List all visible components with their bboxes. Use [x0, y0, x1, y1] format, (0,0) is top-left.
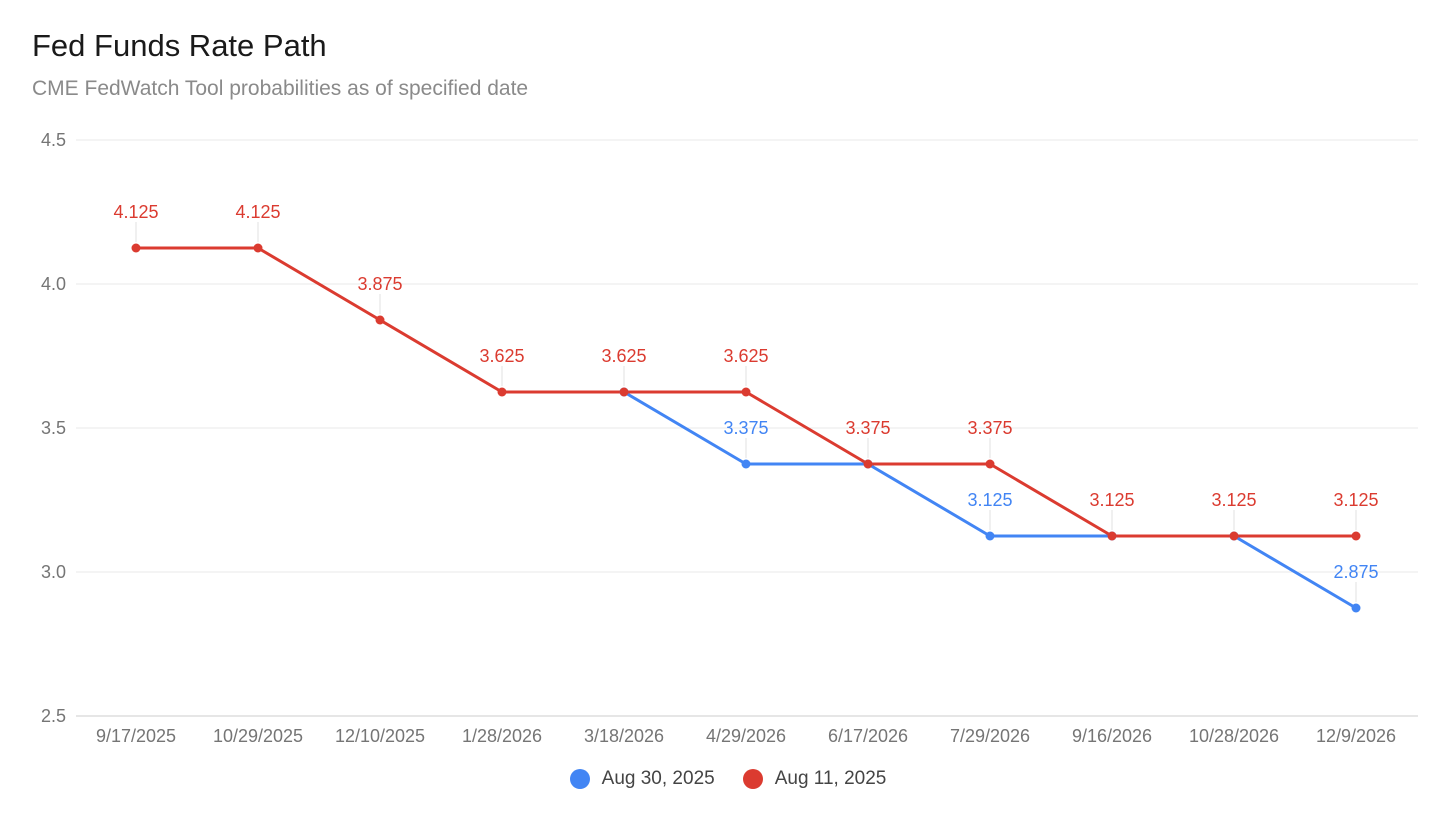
- data-point[interactable]: [1107, 531, 1117, 541]
- data-point[interactable]: [1351, 603, 1361, 613]
- legend-label: Aug 11, 2025: [774, 768, 887, 789]
- data-point[interactable]: [985, 459, 995, 469]
- data-point[interactable]: [1351, 531, 1361, 541]
- data-label: 4.125: [235, 202, 280, 222]
- legend-item-aug-11[interactable]: Aug 11, 2025: [742, 768, 887, 790]
- x-axis: 9/17/2025 10/29/2025 12/10/2025 1/28/2026 3/…: [96, 726, 1396, 746]
- data-label: 3.625: [601, 346, 646, 366]
- data-point[interactable]: [741, 459, 751, 469]
- x-tick-label: 6/17/2026: [828, 726, 908, 746]
- data-label: 3.375: [723, 418, 768, 438]
- x-tick-label: 9/16/2026: [1072, 726, 1152, 746]
- data-point[interactable]: [741, 387, 751, 397]
- gridlines: [76, 139, 1418, 717]
- x-tick-label: 10/29/2025: [213, 726, 303, 746]
- x-tick-label: 7/29/2026: [950, 726, 1030, 746]
- data-label: 3.375: [845, 418, 890, 438]
- data-label: 3.125: [1333, 490, 1378, 510]
- x-tick-label: 12/9/2026: [1316, 726, 1396, 746]
- data-point[interactable]: [863, 459, 873, 469]
- y-tick-label: 3.0: [41, 562, 66, 582]
- data-point[interactable]: [1229, 531, 1239, 541]
- data-labels: 3.375 3.125 2.875 4.125 4.125 3.875 3.625 3.625…: [113, 202, 1379, 602]
- data-label: 3.375: [967, 418, 1012, 438]
- legend-marker-icon: [569, 769, 590, 789]
- y-tick-label: 4.0: [41, 274, 66, 294]
- chart-subtitle: CME FedWatch Tool probabilities as of sp…: [32, 77, 529, 100]
- data-point[interactable]: [985, 531, 995, 541]
- data-label: 3.625: [479, 346, 524, 366]
- data-point[interactable]: [253, 243, 263, 253]
- data-point[interactable]: [619, 387, 629, 397]
- x-tick-label: 9/17/2025: [96, 726, 176, 746]
- legend-marker-icon: [742, 769, 763, 789]
- data-point[interactable]: [131, 243, 141, 253]
- x-tick-label: 12/10/2025: [335, 726, 425, 746]
- data-label: 2.875: [1333, 562, 1378, 582]
- data-label: 4.125: [113, 202, 158, 222]
- data-label: 3.625: [723, 346, 768, 366]
- y-axis: 2.5 3.0 3.5 4.0 4.5: [41, 130, 66, 726]
- data-label: 3.875: [357, 274, 402, 294]
- legend-label: Aug 30, 2025: [601, 768, 715, 789]
- x-tick-label: 1/28/2026: [462, 726, 542, 746]
- y-tick-label: 2.5: [41, 706, 66, 726]
- y-tick-label: 4.5: [41, 130, 66, 150]
- series-points: [131, 243, 1361, 613]
- data-label: 3.125: [1089, 490, 1134, 510]
- y-tick-label: 3.5: [41, 418, 66, 438]
- data-label: 3.125: [1211, 490, 1256, 510]
- data-point[interactable]: [497, 387, 507, 397]
- legend: Aug 30, 2025 Aug 11, 2025: [0, 768, 1456, 790]
- chart-title: Fed Funds Rate Path: [32, 28, 327, 63]
- x-tick-label: 10/28/2026: [1189, 726, 1279, 746]
- data-label: 3.125: [967, 490, 1012, 510]
- legend-item-aug-30[interactable]: Aug 30, 2025: [569, 768, 715, 790]
- data-point[interactable]: [375, 315, 385, 325]
- x-tick-label: 4/29/2026: [706, 726, 786, 746]
- x-tick-label: 3/18/2026: [584, 726, 664, 746]
